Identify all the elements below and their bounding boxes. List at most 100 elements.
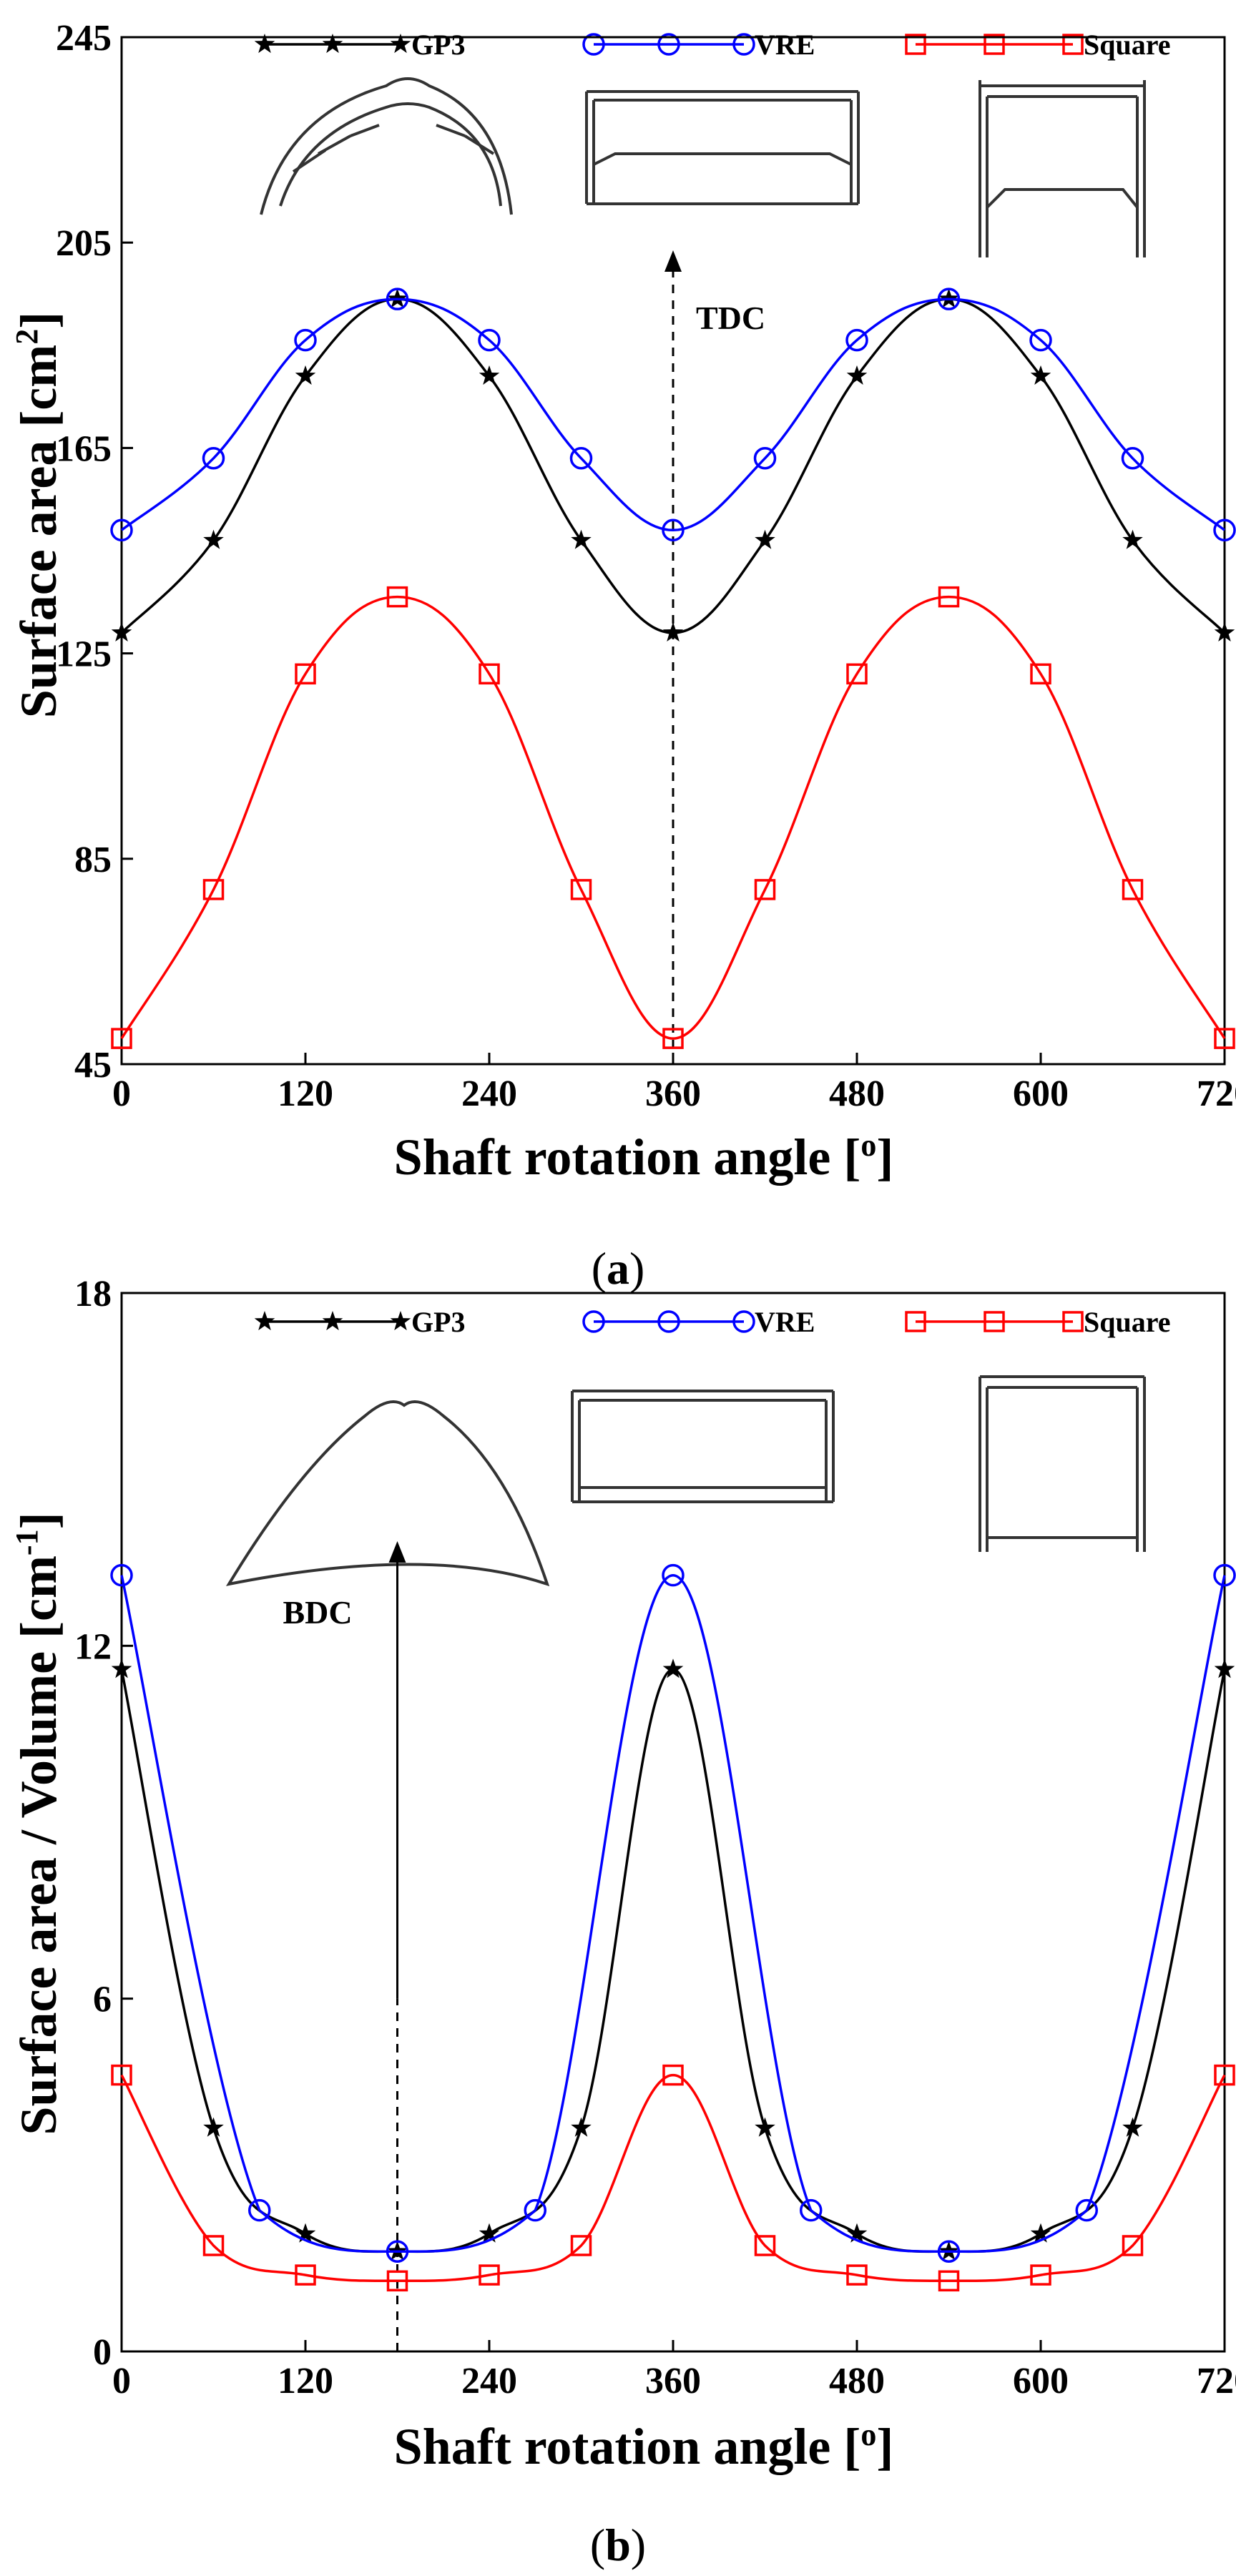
data-point-gp3 — [479, 2223, 500, 2243]
plot-frame — [120, 1292, 1226, 2353]
xlabel-a-text: Shaft rotation angle [ — [394, 1129, 861, 1186]
x-tick-label: 0 — [112, 1073, 131, 1114]
y-tick-label: 85 — [74, 840, 112, 880]
data-point-vre — [937, 287, 961, 310]
caption-b: (b) — [590, 2520, 646, 2570]
x-tick-label: 600 — [1013, 1073, 1069, 1114]
legend-marker-vre — [657, 33, 680, 56]
data-point-square — [1214, 2064, 1235, 2086]
data-point-square — [1030, 2264, 1051, 2286]
caption-b-open: ( — [590, 2520, 605, 2570]
data-point-square — [570, 879, 592, 900]
y-tick-label: 165 — [56, 428, 112, 469]
legend-marker-vre — [582, 33, 605, 56]
caption-a: (a) — [592, 1243, 645, 1294]
ylabel-a-sup: 2 — [9, 329, 44, 345]
ylabel-b-text: Surface area / Volume [cm — [10, 1555, 67, 2135]
y-tick-label: 12 — [74, 1626, 112, 1667]
data-point-gp3 — [111, 1658, 132, 1678]
data-point-square — [754, 879, 776, 900]
data-point-square — [570, 2235, 592, 2256]
legend-marker-gp3 — [390, 34, 411, 54]
data-point-square — [386, 586, 408, 608]
ylabel-b: Surface area / Volume [cm-1] — [9, 1512, 67, 2135]
legend-marker-vre — [732, 1310, 755, 1333]
legend-marker-square — [984, 34, 1005, 55]
data-point-square — [111, 2064, 132, 2086]
vre-bowl-inset-b — [571, 1390, 835, 1503]
caption-a-close: ) — [629, 1243, 644, 1294]
data-point-square — [938, 2270, 960, 2292]
data-point-square — [111, 1028, 132, 1049]
x-tick-label: 480 — [829, 1073, 885, 1114]
data-point-square — [662, 2064, 684, 2086]
data-point-gp3 — [1214, 1658, 1235, 1678]
y-tick-label: 125 — [56, 634, 112, 675]
data-point-square — [754, 2235, 776, 2256]
legend-marker-gp3 — [390, 1311, 411, 1331]
data-point-square — [295, 663, 316, 685]
data-point-square — [1030, 663, 1051, 685]
data-point-vre — [937, 2240, 961, 2263]
data-point-gp3 — [203, 529, 224, 549]
bdc-label: BDC — [283, 1594, 353, 1631]
data-point-vre — [1121, 447, 1144, 470]
data-point-gp3 — [203, 2117, 224, 2137]
data-point-vre — [1213, 518, 1236, 542]
data-point-vre — [386, 287, 409, 310]
y-tick-label: 18 — [74, 1274, 112, 1314]
xlabel-a: Shaft rotation angle [o] — [394, 1128, 894, 1186]
x-tick-label: 240 — [461, 1073, 517, 1114]
y-tick-label: 45 — [74, 1045, 112, 1086]
data-point-gp3 — [846, 365, 868, 385]
tdc-label: TDC — [696, 300, 765, 336]
tdc-marker: TDC — [664, 250, 765, 1064]
y-tick-label: 6 — [93, 1980, 112, 2020]
legend-marker-gp3 — [322, 34, 343, 54]
data-point-vre — [386, 2240, 409, 2263]
data-point-vre — [1075, 2198, 1098, 2222]
legend-marker-gp3 — [254, 34, 275, 54]
legend-label-gp3: GP3 — [411, 1306, 466, 1338]
data-point-gp3 — [662, 1658, 684, 1678]
data-point-square — [846, 663, 868, 685]
data-point-vre — [753, 447, 777, 470]
data-point-vre — [294, 328, 317, 352]
data-point-vre — [1029, 328, 1052, 352]
data-point-vre — [1213, 1563, 1236, 1587]
gp3-bowl-inset-b — [225, 1400, 550, 1587]
data-point-square — [938, 586, 960, 608]
data-point-vre — [110, 1563, 133, 1587]
x-tick-label: 480 — [829, 2361, 885, 2402]
data-point-square — [846, 2264, 868, 2286]
data-point-square — [202, 2235, 225, 2256]
legend-label-vre: VRE — [755, 29, 815, 61]
bdc-marker: BDC — [283, 1541, 406, 2351]
caption-a-open: ( — [592, 1243, 607, 1294]
caption-a-letter: a — [607, 1243, 629, 1294]
data-point-gp3 — [662, 621, 684, 641]
xlabel-b-sup: o — [860, 2417, 876, 2452]
x-tick-label: 360 — [645, 1073, 701, 1114]
ylabel-a-end: ] — [10, 312, 67, 329]
data-point-gp3 — [1030, 365, 1051, 385]
x-tick-label: 600 — [1013, 2361, 1069, 2402]
panel-a: GP3 VRE Square TDC 0 120 240 360 480 600 720 45 85… — [9, 18, 1236, 1294]
data-point-gp3 — [111, 621, 132, 641]
legend-marker-square — [1062, 1311, 1084, 1332]
ylabel-b-end: ] — [10, 1512, 67, 1529]
data-point-vre — [569, 447, 593, 470]
data-point-gp3 — [571, 2117, 592, 2137]
x-tick-label: 120 — [278, 2361, 333, 2402]
data-point-vre — [845, 328, 868, 352]
data-point-square — [662, 1028, 684, 1049]
vre-bowl-inset-a — [585, 90, 860, 205]
series-line-gp3 — [120, 1668, 1226, 2253]
data-point-gp3 — [295, 2223, 316, 2243]
data-point-gp3 — [755, 2117, 775, 2137]
xlabel-b: Shaft rotation angle [o] — [394, 2417, 894, 2475]
legend-marker-square — [1062, 34, 1084, 55]
data-point-vre — [110, 518, 133, 542]
y-tick-label: 205 — [56, 223, 112, 264]
legend-label-square: Square — [1084, 1306, 1171, 1338]
